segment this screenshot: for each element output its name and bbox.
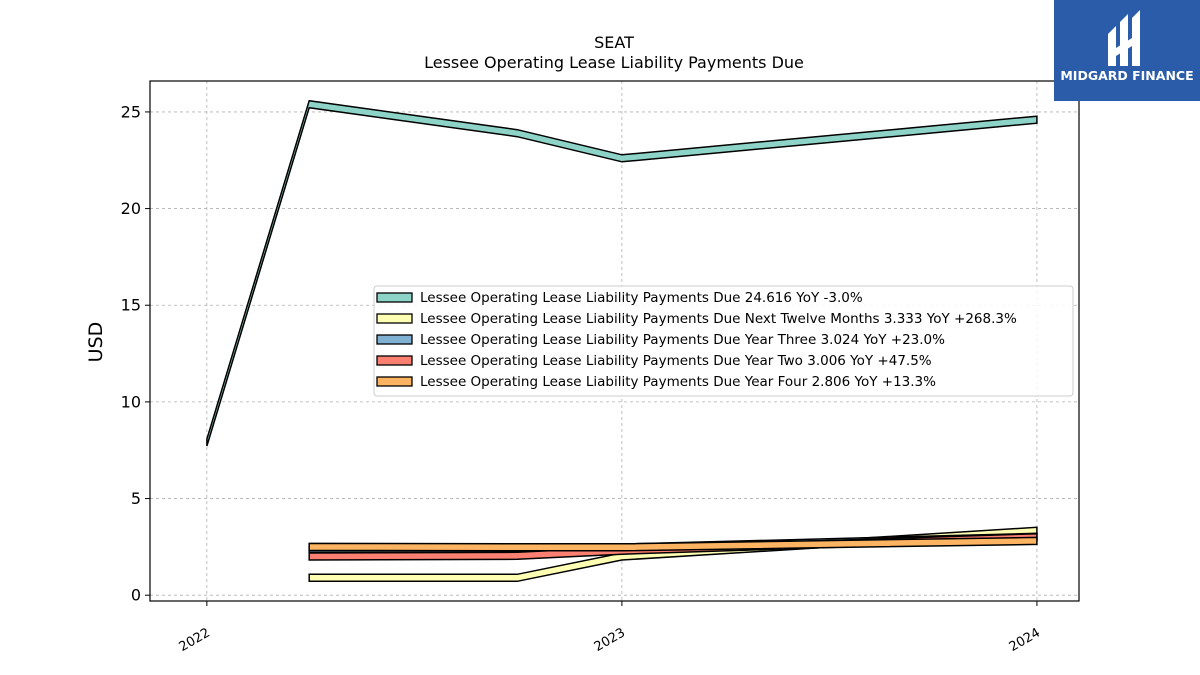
y-tick-label: 5 [131,489,141,508]
x-tick-label: 2023 [592,625,628,655]
legend-entry: Lessee Operating Lease Liability Payment… [420,353,932,369]
legend-box [373,285,1074,397]
legend-entry: Lessee Operating Lease Liability Payment… [420,332,945,348]
legend-entry: Lessee Operating Lease Liability Payment… [420,290,863,306]
legend-swatch [376,376,413,387]
y-tick-label: 15 [121,296,141,315]
series-band-4 [308,536,1038,552]
series-band-0 [206,99,1038,447]
midgard-logo-icon [1108,10,1140,66]
chart-title: SEAT [594,33,634,52]
legend-entry: Lessee Operating Lease Liability Payment… [420,374,936,390]
axis-ticks: 0 5 10 15 20 25 2022 2023 2024 [121,102,1043,655]
x-tick-label: 2024 [1007,625,1043,655]
y-tick-label: 20 [121,199,141,218]
legend-swatch [376,334,413,345]
brand-logo: MIDGARD FINANCE [1054,0,1200,101]
legend-swatch [376,292,413,303]
series-layer [206,99,1038,583]
legend-entry: Lessee Operating Lease Liability Payment… [420,311,1017,327]
brand-name: MIDGARD FINANCE [1060,68,1194,83]
legend: Lessee Operating Lease Liability Payment… [373,285,1074,397]
y-axis-label: USD [85,322,107,363]
y-tick-label: 25 [121,102,141,121]
x-tick-label: 2022 [177,625,213,655]
legend-swatch [376,355,413,366]
legend-swatch [376,313,413,324]
plot-frame [149,80,1080,602]
y-tick-label: 10 [121,392,141,411]
y-tick-label: 0 [131,586,141,605]
chart-subtitle: Lessee Operating Lease Liability Payment… [424,53,804,72]
